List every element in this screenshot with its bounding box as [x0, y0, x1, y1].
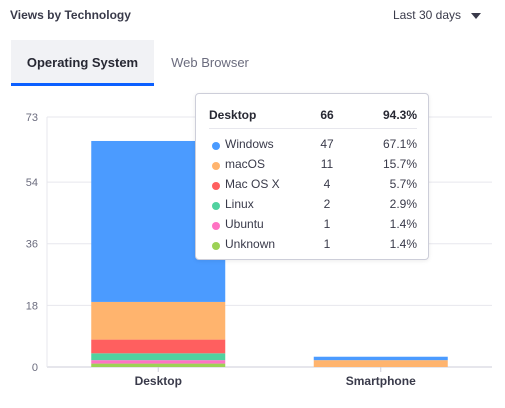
tooltip-row: Unknown 1 1.4% — [209, 237, 417, 255]
tooltip-row-pct: 1.4% — [389, 237, 417, 251]
bar-segment[interactable] — [91, 363, 226, 367]
caret-down-icon — [471, 12, 481, 19]
bar-segment[interactable] — [91, 353, 226, 361]
bar-segment[interactable] — [313, 360, 448, 367]
legend-dot-icon — [212, 182, 220, 190]
tooltip-row-name: macOS — [225, 157, 266, 171]
tooltip-row-name: Mac OS X — [225, 177, 280, 191]
tooltip-row-name: Unknown — [225, 237, 276, 251]
date-range-label: Last 30 days — [392, 8, 461, 22]
tooltip-row-count: 2 — [323, 197, 331, 211]
legend-dot-icon — [212, 202, 220, 210]
tooltip-row-pct: 67.1% — [382, 137, 417, 151]
tab-operating-system[interactable]: Operating System — [11, 40, 154, 86]
bar-segment[interactable] — [91, 301, 226, 340]
tooltip-header: Desktop 66 94.3% — [209, 108, 417, 126]
legend-dot-icon — [212, 222, 220, 230]
tooltip-total-pct: 94.3% — [382, 108, 417, 122]
tooltip-divider — [209, 128, 417, 129]
legend-dot-icon — [212, 142, 220, 150]
bar-segment[interactable] — [91, 339, 226, 354]
tooltip-row: Linux 2 2.9% — [209, 197, 417, 215]
legend-dot-icon — [212, 242, 220, 250]
y-tick-label: 54 — [26, 177, 38, 189]
tab-web-browser[interactable]: Web Browser — [171, 55, 249, 70]
tooltip-row: Windows 47 67.1% — [209, 137, 417, 155]
date-range-dropdown[interactable]: Last 30 days — [393, 8, 481, 22]
tooltip-row-name: Ubuntu — [225, 217, 264, 231]
tooltip-row-count: 47 — [320, 137, 334, 151]
tooltip-row-name: Linux — [225, 197, 254, 211]
tooltip-title: Desktop — [209, 108, 257, 122]
bar-segment[interactable] — [91, 360, 226, 364]
y-tick-label: 18 — [26, 300, 38, 312]
tooltip-row-pct: 1.4% — [389, 217, 417, 231]
tooltip-row-count: 1 — [323, 217, 331, 231]
tooltip-row-count: 4 — [323, 177, 331, 191]
tooltip-row: Mac OS X 4 5.7% — [209, 177, 417, 195]
tooltip-row-count: 1 — [323, 237, 331, 251]
tooltip-row-pct: 5.7% — [389, 177, 417, 191]
y-tick-label: 73 — [26, 112, 38, 124]
bar-segment[interactable] — [313, 356, 448, 361]
y-tick-label: 0 — [32, 362, 38, 374]
tooltip-row-count: 11 — [320, 157, 334, 171]
legend-dot-icon — [212, 162, 220, 170]
panel-title: Views by Technology — [10, 8, 131, 22]
tooltip-total: 66 — [320, 108, 334, 122]
tooltip-row-pct: 15.7% — [382, 157, 417, 171]
tab-bar: Operating System Web Browser — [0, 40, 505, 86]
x-tick-label: Smartphone — [346, 374, 416, 388]
chart-labels: 73 54 36 18 0 Desktop Smartphone — [26, 112, 416, 388]
tooltip-row-name: Windows — [225, 137, 274, 151]
tooltip-row: Ubuntu 1 1.4% — [209, 217, 417, 235]
tooltip-row: macOS 11 15.7% — [209, 157, 417, 175]
x-tick-label: Desktop — [135, 374, 182, 388]
y-tick-label: 36 — [26, 239, 38, 251]
tooltip-row-pct: 2.9% — [389, 197, 417, 211]
chart-tooltip: Desktop 66 94.3% Windows 47 67.1% macOS … — [195, 93, 429, 260]
